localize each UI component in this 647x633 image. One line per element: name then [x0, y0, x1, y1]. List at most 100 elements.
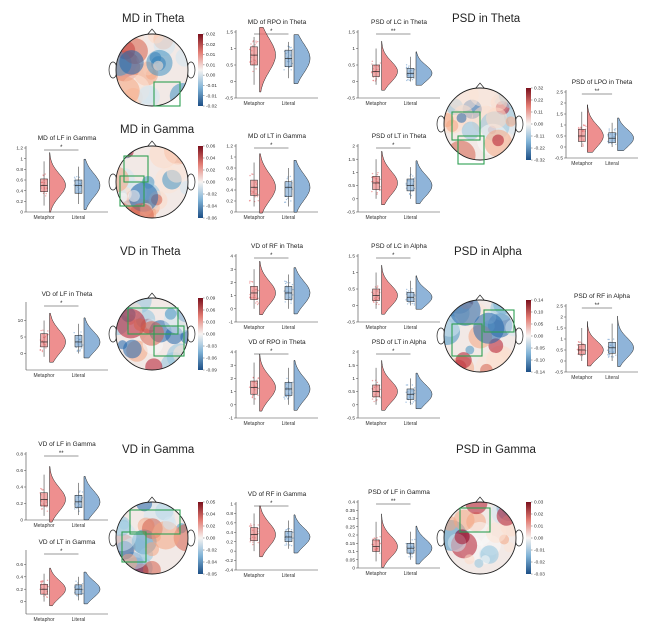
y-tick-label: 0.1: [348, 549, 355, 555]
box-metaphor: [372, 539, 380, 552]
significance-label: **: [595, 303, 600, 309]
chart-svg: MD of RPO in Theta -0.5 0 0.5 1 1.5 * Metaphor L…: [225, 19, 318, 107]
chart-svg: PSD of LT in Theta -0.5 0 0.5 1 1.5 2 * Metaphor…: [347, 133, 440, 221]
violin-literal: [83, 476, 101, 521]
data-point: [379, 62, 382, 64]
data-point: [578, 341, 580, 344]
data-point: [288, 46, 290, 48]
y-tick-label: 0.4: [226, 188, 233, 194]
data-point: [284, 544, 286, 546]
violin-metaphor: [259, 261, 276, 315]
scalp-blob: [492, 134, 504, 147]
data-point: [290, 544, 293, 547]
category-label: Literal: [282, 325, 296, 331]
chart-svg: PSD of RF in Alpha -0.5 0 0.5 1 1.5 2 2.5 ** Meta…: [555, 293, 638, 381]
topomap-psd-alpha: 0.14 0.10 0.05 0.00 -0.05 -0.10 -0.14: [436, 294, 548, 378]
data-point: [82, 592, 84, 595]
scalp-blob: [123, 339, 142, 359]
topomap-svg: 0.02 0.02 0.01 0.01 0.00 -0.01 -0.01 -0.02: [108, 28, 217, 110]
data-point: [291, 294, 294, 296]
y-tick-label: 0: [352, 402, 355, 408]
data-point: [414, 400, 416, 402]
scalp-blob: [485, 522, 507, 543]
y-tick-label: 2: [560, 101, 563, 107]
nose: [474, 294, 486, 302]
colorbar-label: -0.05: [206, 572, 217, 578]
data-point: [405, 401, 407, 403]
category-label: Literal: [404, 101, 418, 107]
data-point: [44, 173, 46, 175]
y-tick-label: 1: [230, 502, 233, 508]
y-tick-label: 0.8: [226, 166, 233, 172]
data-point: [292, 381, 294, 383]
significance-label: *: [60, 549, 63, 555]
data-point: [249, 61, 251, 63]
chart-svg: VD of RF in Theta -1 0 1 2 3 4 * Metaphor Literal: [229, 243, 318, 331]
y-tick-label: 0.4: [226, 530, 233, 536]
chart-title: VD of RPO in Theta: [248, 339, 306, 346]
y-tick-label: 0.5: [556, 348, 563, 354]
scalp-blob: [468, 88, 499, 107]
significance-label: *: [270, 29, 273, 35]
colorbar-label: 0.00: [534, 122, 544, 128]
chart-psd-lpo-theta: PSD of LPO in Theta -0.5 0 0.5 1 1.5 2 2.5 ** Met…: [548, 76, 644, 172]
topomap-svg: 0.06 0.04 0.02 0.00 -0.02 -0.04 -0.06: [108, 140, 217, 222]
y-tick-label: 1.5: [556, 112, 563, 118]
data-point: [80, 331, 82, 333]
data-point: [46, 579, 49, 582]
data-point: [414, 538, 416, 541]
scalp-blob: [127, 189, 140, 202]
data-point: [257, 302, 260, 304]
y-tick-label: 0.2: [226, 199, 233, 205]
chart-svg: PSD of LC in Theta -0.5 0 0.5 1 1.5 ** Metaphor…: [347, 19, 440, 107]
data-point: [379, 542, 382, 545]
data-point: [376, 286, 379, 289]
scalp-map: [444, 88, 516, 160]
colorbar-label: -0.01: [206, 83, 217, 89]
data-point: [376, 192, 378, 194]
data-point: [257, 524, 259, 526]
violin-metaphor: [259, 153, 276, 214]
category-label: Metaphor: [243, 215, 264, 221]
colorbar-label: 0.02: [534, 512, 544, 518]
data-point: [46, 506, 48, 508]
data-point: [608, 338, 610, 341]
data-point: [250, 523, 252, 525]
data-point: [289, 282, 291, 284]
data-point: [256, 379, 258, 381]
data-point: [81, 491, 84, 493]
data-point: [79, 350, 81, 352]
data-point: [73, 331, 75, 334]
y-tick-label: 0: [20, 351, 23, 357]
chart-svg: PSD of LF in Gamma 0 0.05 0.1 0.15 0.2 0.25 0.3…: [346, 489, 440, 577]
y-tick-label: -0.5: [225, 96, 234, 102]
scalp-blob: [464, 554, 475, 565]
colorbar-label: 0.00: [206, 332, 216, 338]
data-point: [607, 356, 610, 358]
colorbar-label: -0.03: [206, 344, 217, 350]
scalp-blob: [117, 340, 128, 350]
colorbar-label: 0.06: [206, 308, 216, 314]
y-tick-label: 0.2: [16, 199, 23, 205]
data-point: [248, 200, 251, 202]
violin-literal: [83, 158, 101, 210]
scalp-map: [116, 146, 188, 218]
category-label: Literal: [282, 101, 296, 107]
category-label: Metaphor: [33, 617, 54, 623]
y-tick-label: 1: [560, 123, 563, 129]
section-title-psd-gamma: PSD in Gamma: [456, 444, 536, 456]
data-point: [284, 395, 287, 398]
y-tick-label: 0.05: [346, 557, 356, 563]
chart-title: PSD of LPO in Theta: [572, 79, 633, 86]
y-tick-label: 2.5: [556, 90, 563, 96]
category-label: Metaphor: [571, 161, 592, 167]
violin-metaphor: [259, 27, 276, 93]
data-point: [251, 396, 254, 399]
box-literal: [74, 179, 83, 194]
data-point: [376, 399, 378, 401]
scalp-blob: [505, 116, 516, 127]
significance-label: *: [60, 145, 63, 151]
scalp-blob: [455, 352, 472, 369]
colorbar-label: -0.05: [534, 346, 545, 352]
y-tick-label: 0: [560, 145, 563, 151]
